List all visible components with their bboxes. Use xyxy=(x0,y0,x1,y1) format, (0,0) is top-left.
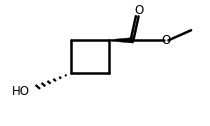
Polygon shape xyxy=(109,38,133,43)
Text: HO: HO xyxy=(12,85,30,99)
Text: O: O xyxy=(134,4,143,17)
Text: O: O xyxy=(162,34,171,47)
